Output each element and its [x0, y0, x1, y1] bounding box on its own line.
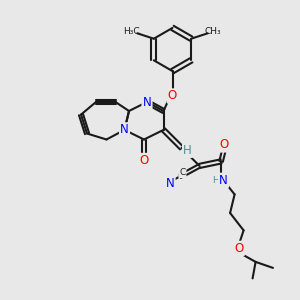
Text: N: N: [219, 174, 228, 187]
Text: N: N: [166, 177, 175, 190]
Text: H: H: [212, 176, 219, 185]
Text: N: N: [142, 95, 152, 109]
Text: O: O: [220, 138, 229, 152]
Text: O: O: [168, 89, 177, 103]
Text: H₃C: H₃C: [124, 27, 140, 36]
Text: C: C: [179, 168, 185, 177]
Text: CH₃: CH₃: [205, 27, 221, 36]
Text: H: H: [183, 144, 192, 157]
Text: N: N: [120, 123, 129, 136]
Text: O: O: [140, 154, 148, 167]
Text: O: O: [235, 242, 244, 255]
